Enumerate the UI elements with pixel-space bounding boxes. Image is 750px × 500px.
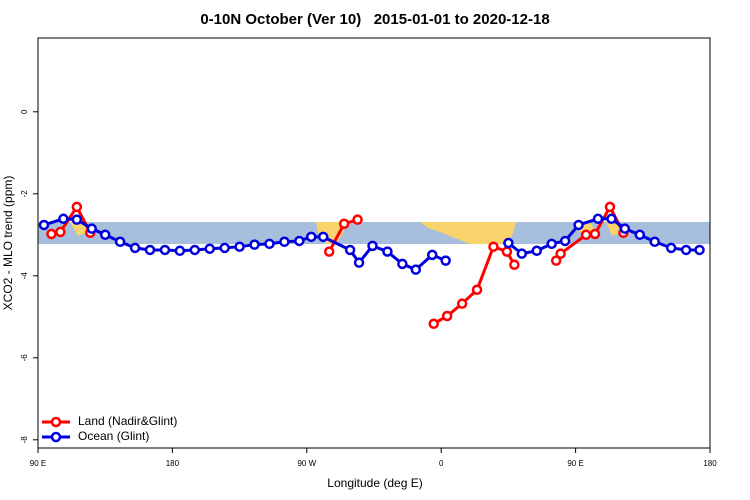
point [71, 214, 83, 225]
point [99, 229, 111, 241]
point [86, 223, 98, 234]
point [441, 310, 453, 322]
y-tick-label: -8 [20, 436, 29, 444]
land-shape [420, 222, 516, 244]
point [352, 214, 363, 225]
y-tick-label: 0 [20, 109, 29, 114]
x-tick-label: 180 [166, 459, 180, 468]
point [606, 213, 617, 225]
point [46, 228, 57, 240]
point [55, 226, 66, 238]
point [634, 229, 646, 241]
point [189, 244, 201, 256]
x-tick-label: 0 [439, 459, 444, 468]
x-tick-label: 90 E [30, 459, 46, 468]
x-tick-label: 90 W [297, 459, 316, 468]
point [317, 231, 329, 243]
y-tick-label: -6 [20, 354, 29, 362]
point [694, 244, 705, 256]
point [501, 246, 513, 257]
point [509, 259, 520, 270]
point [338, 218, 350, 229]
x-tick-label: 90 E [567, 459, 583, 468]
point [367, 240, 378, 252]
point [410, 264, 422, 275]
point [279, 236, 290, 248]
point [426, 249, 438, 261]
point [546, 238, 557, 250]
x-tick-label: 180 [703, 459, 717, 468]
point [440, 255, 451, 266]
chart-title: 0-10N October (Ver 10) 2015-01-01 to 202… [200, 11, 549, 28]
y-tick-label: -4 [20, 272, 29, 280]
point [129, 242, 141, 254]
point [234, 241, 245, 252]
land-shape [70, 222, 88, 236]
point [516, 248, 528, 259]
point [503, 237, 514, 249]
point [264, 238, 275, 250]
point [159, 244, 171, 256]
point [353, 257, 365, 268]
point [397, 258, 408, 270]
point [665, 242, 677, 254]
point [38, 219, 50, 231]
point [114, 236, 126, 248]
map-strip [38, 222, 710, 244]
point [456, 298, 468, 309]
point [559, 235, 571, 247]
point [619, 223, 631, 234]
point [471, 284, 483, 295]
plot-frame [37, 37, 711, 449]
point [144, 244, 156, 256]
point [58, 213, 69, 225]
legend-marker [50, 431, 62, 443]
point [531, 245, 543, 257]
point [306, 231, 317, 243]
point [428, 318, 439, 330]
point [573, 219, 584, 231]
point [550, 255, 562, 266]
point [555, 248, 566, 259]
point [680, 244, 692, 256]
legend-label: Ocean (Glint) [78, 429, 149, 443]
point [382, 246, 393, 257]
point [294, 235, 305, 247]
y-tick-label: -2 [20, 190, 29, 198]
legend-label: Land (Nadir&Glint) [78, 414, 177, 428]
point [323, 246, 335, 257]
point [71, 201, 83, 213]
y-axis-label: XCO2 - MLO trend (ppm) [1, 176, 15, 311]
ocean-strip [38, 222, 710, 244]
x-axis-label: Longitude (deg E) [327, 476, 422, 490]
point [219, 242, 230, 254]
point [589, 228, 601, 240]
point [649, 236, 660, 248]
point [592, 213, 604, 225]
point [580, 229, 592, 241]
point [604, 201, 616, 213]
point [174, 245, 186, 257]
point [488, 241, 499, 252]
legend-marker [50, 416, 62, 428]
point [204, 243, 215, 254]
point [249, 239, 260, 250]
point [344, 244, 356, 256]
